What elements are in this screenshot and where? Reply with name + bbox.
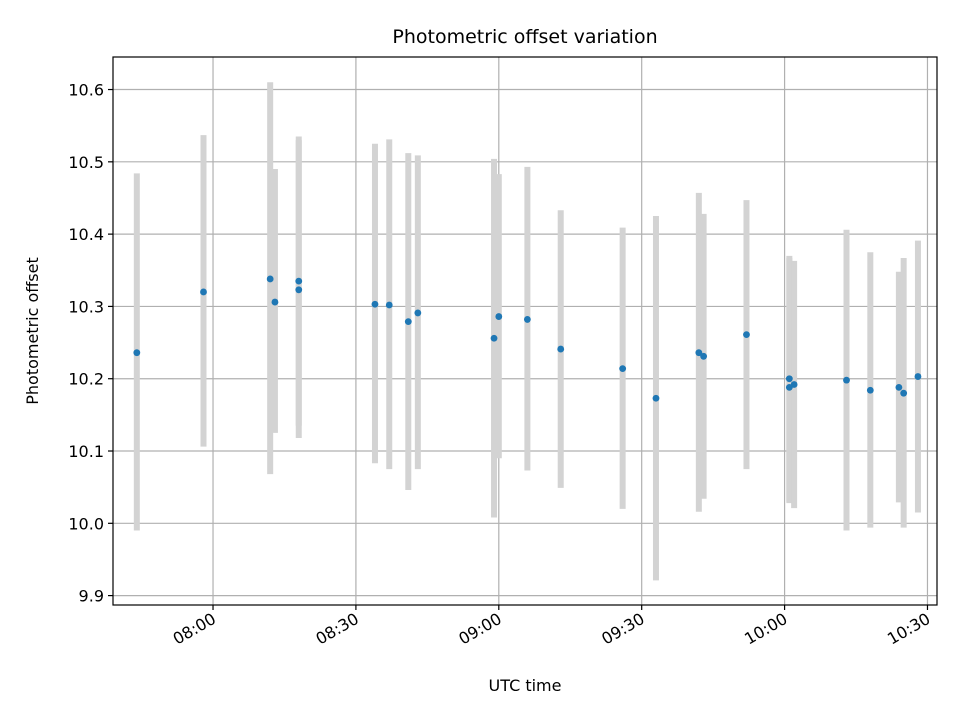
data-point xyxy=(652,394,660,402)
point-layer xyxy=(133,275,922,402)
y-tick-label: 9.9 xyxy=(79,587,104,606)
data-point xyxy=(900,389,908,397)
data-point xyxy=(295,277,303,285)
data-point xyxy=(700,352,708,360)
data-point xyxy=(295,286,303,294)
y-axis-label: Photometric offset xyxy=(23,257,42,405)
y-tick-label: 10.6 xyxy=(68,81,104,100)
x-axis-label: UTC time xyxy=(489,676,562,695)
data-point xyxy=(266,275,274,283)
data-point xyxy=(495,313,503,320)
data-point xyxy=(695,349,703,357)
data-point xyxy=(790,381,798,388)
y-tick-label: 10.5 xyxy=(68,153,104,172)
data-point xyxy=(895,383,903,391)
data-point xyxy=(743,331,750,339)
data-point xyxy=(785,375,793,383)
data-point xyxy=(371,300,379,308)
y-tick-label: 10.4 xyxy=(68,225,104,244)
data-point xyxy=(866,386,874,394)
y-tick-label: 10.1 xyxy=(68,442,104,461)
data-point xyxy=(271,298,279,306)
data-point xyxy=(557,345,565,353)
y-tick-label: 10.2 xyxy=(68,370,104,389)
data-point xyxy=(914,373,922,380)
data-point xyxy=(133,349,141,357)
data-point xyxy=(619,365,627,372)
data-point xyxy=(490,334,498,342)
data-point xyxy=(414,309,422,317)
data-point xyxy=(843,376,850,384)
grid-layer xyxy=(113,57,937,605)
y-axis: 9.9 10.0 10.1 10.2 10.3 10.4 10.5 10.6 xyxy=(68,81,113,606)
y-tick-label: 10.0 xyxy=(68,514,104,533)
data-point xyxy=(385,301,393,309)
chart-title: Photometric offset variation xyxy=(392,26,657,48)
data-point xyxy=(523,316,531,323)
data-point xyxy=(200,288,207,296)
plot-frame xyxy=(112,56,938,606)
data-point xyxy=(404,318,412,326)
y-tick-label: 10.3 xyxy=(68,297,104,316)
